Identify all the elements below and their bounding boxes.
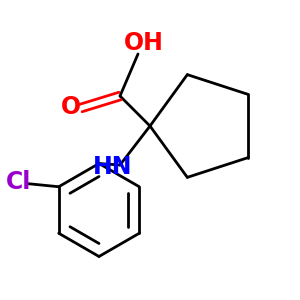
Text: OH: OH: [124, 32, 164, 56]
Text: HN: HN: [93, 154, 132, 178]
Text: O: O: [60, 94, 81, 118]
Text: Cl: Cl: [5, 170, 31, 194]
